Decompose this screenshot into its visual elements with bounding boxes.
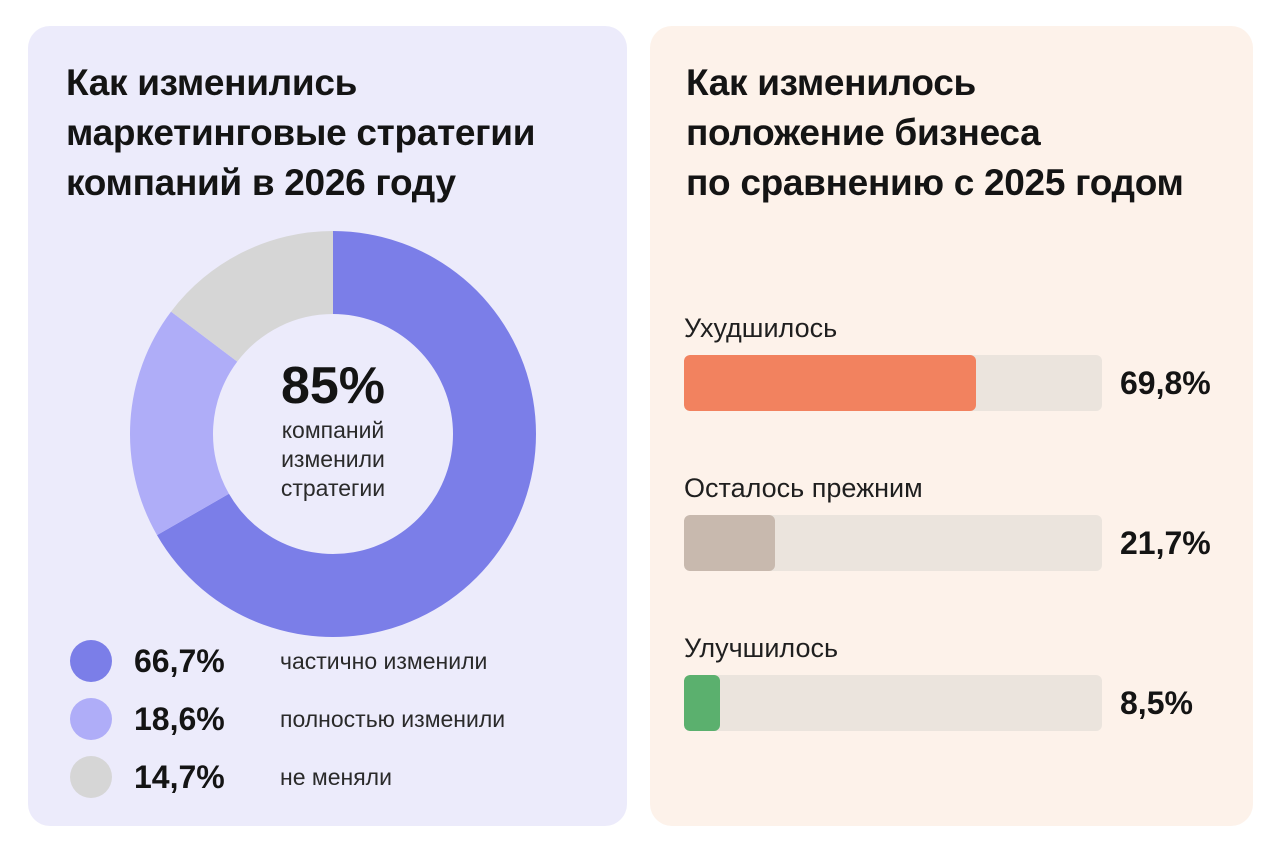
legend-label: не меняли [280,764,392,790]
bar-track [684,515,1102,571]
business-title-line-3: по сравнению с 2025 годом [686,162,1184,203]
bar-label: Улучшилось [684,633,839,663]
bar-row-worsened: Ухудшилось 69,8% [684,310,1234,420]
legend-label: частично изменили [280,648,488,674]
legend-swatch [70,640,112,682]
bar-fill-improved [684,675,720,731]
business-card: Как изменилось положение бизнеса по срав… [650,26,1253,826]
strategy-title: Как изменились маркетинговые стратегии к… [66,58,606,208]
donut-slice-partially-changed [156,231,536,637]
donut-slice-fully-changed [130,311,238,536]
donut-legend: 66,7% частично изменили 18,6% полностью … [70,638,610,812]
bar-label: Ухудшилось [684,313,838,343]
donut-center-label-line-2: изменили [281,446,385,472]
business-title-line-1: Как изменилось [686,62,976,103]
strategy-donut-chart [130,231,536,637]
legend-swatch [70,698,112,740]
donut-center-label-line-1: компаний [281,417,385,443]
legend-item-fully-changed: 18,6% полностью изменили [70,696,610,754]
legend-value: 66,7% [134,643,225,679]
legend-item-not-changed: 14,7% не меняли [70,754,610,812]
legend-item-partially-changed: 66,7% частично изменили [70,638,610,696]
bar-row-improved: Улучшилось 8,5% [684,630,1234,740]
donut-slice-not-changed [171,231,333,362]
donut-center-label-line-3: стратегии [280,475,386,501]
strategy-title-line-1: Как изменились [66,62,358,103]
legend-value: 14,7% [134,759,225,795]
strategy-title-line-2: маркетинговые стратегии [66,112,536,153]
business-title-line-2: положение бизнеса [686,112,1041,153]
bar-fill-unchanged [684,515,775,571]
strategy-title-line-3: компаний в 2026 году [66,162,456,203]
bar-row-unchanged: Осталось прежним 21,7% [684,470,1234,580]
bar-track [684,355,1102,411]
donut-center-summary: 85% компаний изменили стратегии [213,356,453,503]
bar-value: 8,5% [1120,685,1193,721]
business-title: Как изменилось положение бизнеса по срав… [686,58,1246,208]
legend-label: полностью изменили [280,706,506,732]
bar-track [684,675,1102,731]
bar-fill-worsened [684,355,976,411]
donut-center-value: 85% [280,357,386,415]
legend-swatch [70,756,112,798]
legend-value: 18,6% [134,701,225,737]
bar-value: 21,7% [1120,525,1211,561]
strategy-card: Как изменились маркетинговые стратегии к… [28,26,627,826]
bar-value: 69,8% [1120,365,1211,401]
bar-label: Осталось прежним [684,473,923,503]
